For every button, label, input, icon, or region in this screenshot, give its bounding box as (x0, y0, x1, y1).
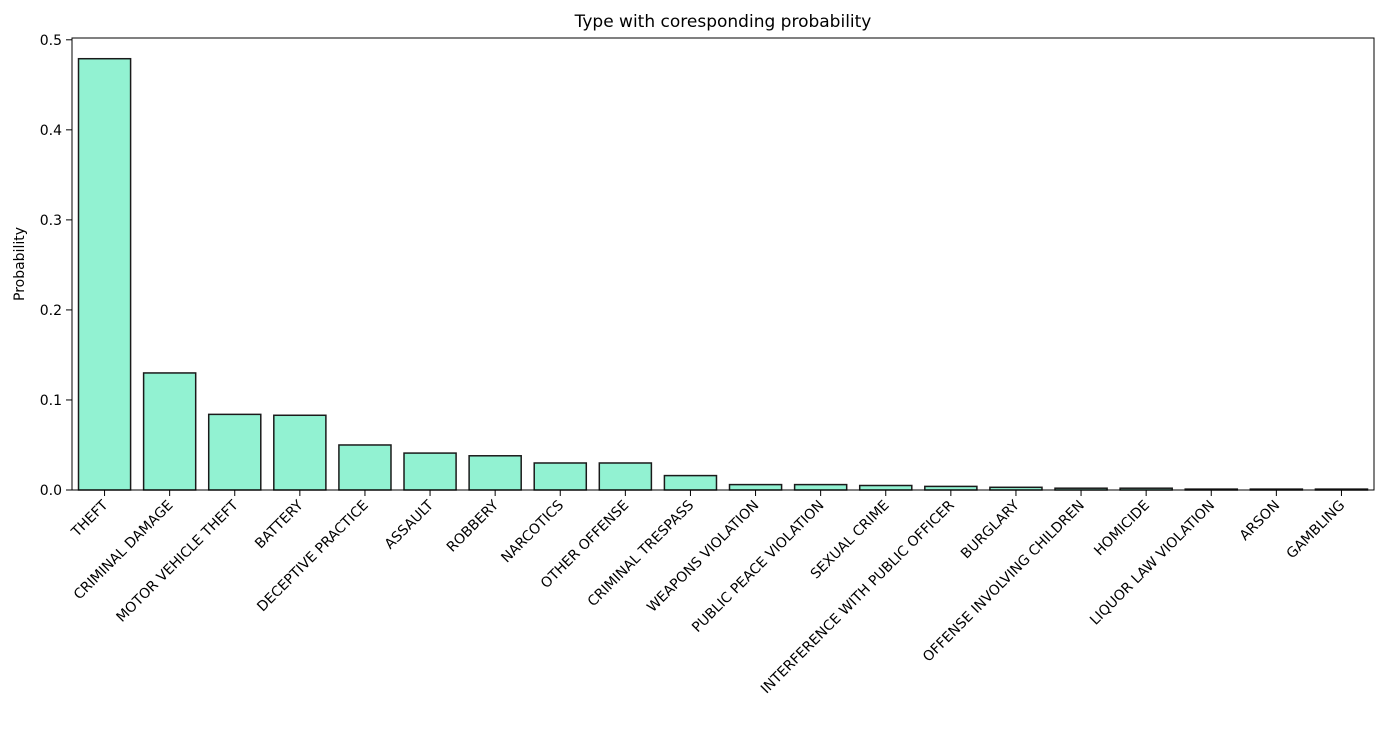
bar-7 (533, 462, 588, 491)
x-tick-label: CRIMINAL TRESPASS (585, 497, 698, 610)
x-tick-label: DECEPTIVE PRACTICE (254, 498, 372, 616)
y-axis-ticks: 0.0 0.1 0.2 0.3 0.4 0.5 (40, 33, 72, 499)
x-tick-label: WEAPONS VIOLATION (644, 498, 762, 616)
x-tick-label: ARSON (1237, 498, 1283, 544)
x-tick-label: ROBBERY (444, 497, 502, 555)
x-tick-label: ASSAULT (382, 497, 437, 552)
bar-10 (728, 483, 783, 491)
y-axis-label: Probability (12, 227, 28, 301)
y-tick-label: 0.5 (40, 33, 62, 49)
x-tick-label: THEFT (68, 497, 112, 541)
chart-title: Type with coresponding probability (574, 12, 872, 32)
bar-8 (598, 462, 653, 491)
plot-frame (71, 37, 1375, 491)
x-tick-label: BURGLARY (958, 497, 1023, 562)
y-tick-label: 0.4 (40, 123, 62, 139)
y-tick-label: 0.2 (40, 303, 62, 319)
x-tick-label: NARCOTICS (498, 497, 567, 566)
y-tick-label: 0.1 (40, 393, 62, 409)
bar-0 (77, 57, 132, 491)
x-tick-label: GAMBLING (1284, 498, 1349, 563)
bar-2 (207, 413, 262, 491)
x-tick-label: MOTOR VEHICLE THEFT (114, 497, 242, 625)
y-tick-label: 0.3 (40, 213, 62, 229)
bars-group (77, 57, 1369, 491)
bar-9 (663, 474, 718, 491)
y-tick-label: 0.0 (40, 483, 62, 499)
bar-4 (338, 444, 392, 491)
bar-6 (468, 455, 522, 491)
x-tick-label: PUBLIC PEACE VIOLATION (689, 498, 827, 636)
bar-3 (273, 414, 327, 491)
bar-12 (858, 484, 913, 491)
bar-13 (924, 485, 978, 491)
x-tick-label: BATTERY (252, 497, 307, 552)
bar-5 (403, 452, 457, 491)
bar-1 (142, 372, 197, 491)
bar-11 (793, 483, 848, 491)
x-tick-label: HOMICIDE (1091, 498, 1153, 560)
x-tick-label: LIQUOR LAW VIOLATION (1087, 498, 1218, 629)
